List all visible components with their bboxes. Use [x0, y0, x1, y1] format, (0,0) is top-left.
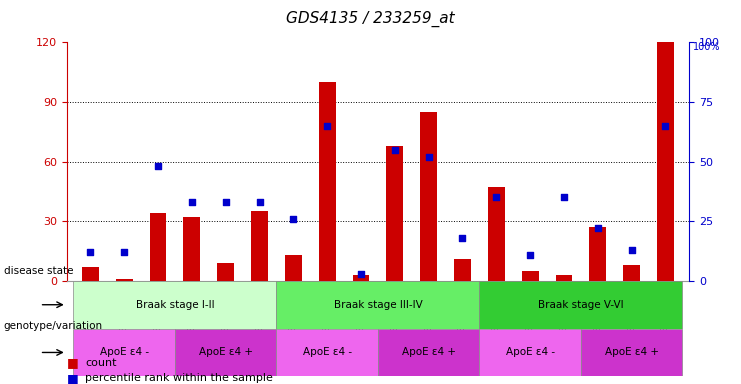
Text: ■: ■ [67, 372, 79, 384]
FancyBboxPatch shape [378, 329, 479, 376]
FancyBboxPatch shape [479, 329, 581, 376]
Bar [589, 227, 606, 281]
Point [186, 199, 198, 205]
FancyBboxPatch shape [479, 281, 682, 329]
Bar [488, 187, 505, 281]
Point [625, 247, 637, 253]
Point [659, 123, 671, 129]
Text: count: count [85, 358, 117, 368]
Text: Braak stage I-II: Braak stage I-II [136, 300, 214, 310]
Point [288, 216, 299, 222]
Text: 100%: 100% [694, 42, 721, 52]
Bar [150, 213, 167, 281]
Text: ApoE ε4 -: ApoE ε4 - [302, 348, 352, 358]
Text: ApoE ε4 +: ApoE ε4 + [605, 348, 659, 358]
Text: Braak stage III-IV: Braak stage III-IV [333, 300, 422, 310]
Text: genotype/variation: genotype/variation [4, 321, 103, 331]
Point [491, 194, 502, 200]
Point [558, 194, 570, 200]
FancyBboxPatch shape [73, 329, 175, 376]
Point [322, 123, 333, 129]
Bar [217, 263, 234, 281]
FancyBboxPatch shape [73, 281, 276, 329]
Bar [657, 42, 674, 281]
Point [84, 249, 96, 255]
Bar [556, 275, 573, 281]
FancyBboxPatch shape [175, 329, 276, 376]
Bar [319, 82, 336, 281]
Text: ApoE ε4 -: ApoE ε4 - [505, 348, 555, 358]
Point [220, 199, 232, 205]
Point [253, 199, 265, 205]
Text: ApoE ε4 +: ApoE ε4 + [402, 348, 456, 358]
Text: GDS4135 / 233259_at: GDS4135 / 233259_at [286, 11, 455, 27]
Text: Braak stage V-VI: Braak stage V-VI [538, 300, 624, 310]
Point [524, 252, 536, 258]
Point [152, 163, 164, 169]
Bar [82, 267, 99, 281]
Point [389, 147, 401, 153]
Point [592, 225, 604, 232]
FancyBboxPatch shape [581, 329, 682, 376]
Bar [116, 279, 133, 281]
Text: ApoE ε4 +: ApoE ε4 + [199, 348, 253, 358]
Text: ApoE ε4 -: ApoE ε4 - [99, 348, 149, 358]
Point [456, 235, 468, 241]
Bar [251, 211, 268, 281]
Bar [184, 217, 200, 281]
Point [119, 249, 130, 255]
Bar [623, 265, 640, 281]
Bar [454, 259, 471, 281]
Bar [386, 146, 403, 281]
Bar [285, 255, 302, 281]
Text: disease state: disease state [4, 266, 73, 276]
Text: percentile rank within the sample: percentile rank within the sample [85, 373, 273, 383]
Bar [522, 271, 539, 281]
FancyBboxPatch shape [276, 329, 378, 376]
Point [422, 154, 434, 160]
Point [355, 271, 367, 277]
Bar [420, 112, 437, 281]
FancyBboxPatch shape [276, 281, 479, 329]
Text: ■: ■ [67, 356, 79, 369]
Bar [353, 275, 370, 281]
